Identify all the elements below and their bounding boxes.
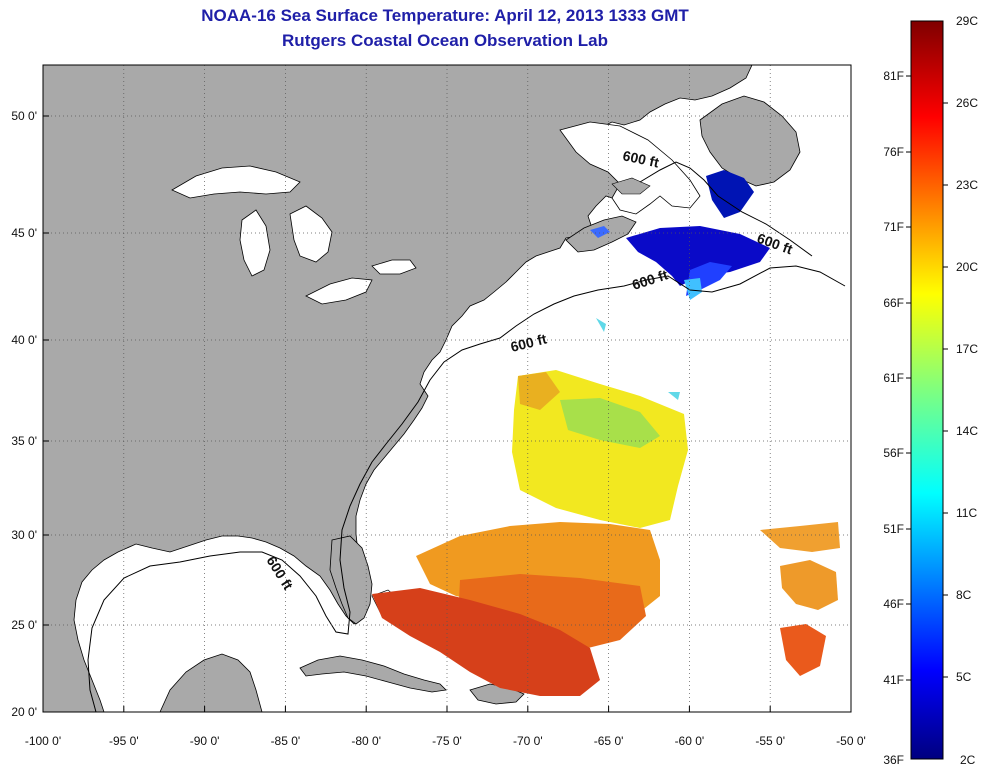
fahrenheit-label: 81F [883, 69, 904, 83]
colorbar-ticks [906, 75, 948, 681]
celsius-label: 8C [956, 588, 972, 602]
lat-label: 50 0' [11, 109, 37, 123]
fahrenheit-label: 61F [883, 371, 904, 385]
celsius-label: 5C [956, 670, 972, 684]
latitude-labels: 20 0' 25 0' 30 0' 35 0' 40 0' 45 0' 50 0… [11, 109, 37, 719]
celsius-label: 23C [956, 178, 978, 192]
lon-label: -50 0' [836, 734, 866, 748]
yucatan-land [159, 653, 263, 712]
celsius-label: 14C [956, 424, 978, 438]
fahrenheit-label: 46F [883, 597, 904, 611]
lon-label: -75 0' [432, 734, 462, 748]
contour-label: 600 ft [621, 147, 660, 170]
lon-label: -95 0' [109, 734, 139, 748]
lon-label: -80 0' [351, 734, 381, 748]
celsius-label: 11C [956, 506, 977, 520]
longitude-labels: -100 0' -95 0' -90 0' -85 0' -80 0' -75 … [25, 734, 866, 748]
isobath-north [639, 161, 813, 257]
lon-label: -90 0' [190, 734, 220, 748]
celsius-label: 26C [956, 96, 978, 110]
lat-label: 40 0' [11, 333, 37, 347]
isobath-600ft [87, 265, 846, 712]
colorbar-fahrenheit-labels: 36F 41F 46F 51F 56F 61F 66F 71F 76F 81F [883, 69, 904, 767]
lat-label: 20 0' [11, 705, 37, 719]
lon-label: -55 0' [755, 734, 785, 748]
colorbar-celsius-labels: 2C 5C 8C 11C 14C 17C 20C 23C 26C 29C [956, 14, 978, 767]
map-title: NOAA-16 Sea Surface Temperature: April 1… [201, 6, 689, 25]
lon-label: -85 0' [271, 734, 301, 748]
graticule [43, 65, 851, 712]
fahrenheit-label: 56F [883, 446, 904, 460]
fahrenheit-label: 51F [883, 522, 904, 536]
celsius-label: 20C [956, 260, 978, 274]
frame-ticks [42, 115, 852, 713]
great-lakes [171, 165, 417, 305]
fahrenheit-label: 66F [883, 296, 904, 310]
fahrenheit-label: 71F [883, 220, 904, 234]
lon-label: -100 0' [25, 734, 61, 748]
celsius-label: 17C [956, 342, 978, 356]
lat-label: 45 0' [11, 226, 37, 240]
lat-label: 25 0' [11, 618, 37, 632]
lat-label: 30 0' [11, 528, 37, 542]
gulf-st-lawrence [559, 121, 701, 215]
lon-label: -70 0' [513, 734, 543, 748]
fahrenheit-label: 41F [883, 673, 904, 687]
map-subtitle: Rutgers Coastal Ocean Observation Lab [282, 31, 608, 50]
sst-data [372, 170, 840, 696]
celsius-label: 29C [956, 14, 978, 28]
lon-label: -65 0' [594, 734, 624, 748]
fahrenheit-label: 76F [883, 145, 904, 159]
cuba-land [299, 655, 447, 693]
colorbar [910, 20, 944, 760]
lat-label: 35 0' [11, 434, 37, 448]
lon-label: -60 0' [675, 734, 705, 748]
fahrenheit-label: 36F [883, 753, 904, 767]
celsius-label: 2C [960, 753, 976, 767]
newfoundland-land [699, 95, 801, 187]
